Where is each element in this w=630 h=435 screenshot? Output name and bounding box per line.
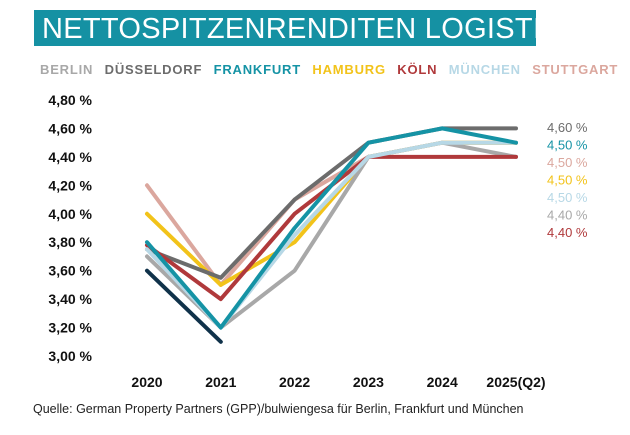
y-tick-label: 3,80 %	[48, 234, 92, 250]
legend-hamburg: HAMBURG	[312, 62, 386, 77]
end-value-label: 4,50 %	[547, 190, 588, 205]
x-tick-label: 2025(Q2)	[486, 374, 545, 390]
end-value-label: 4,40 %	[547, 208, 588, 223]
x-tick-label: 2020	[131, 374, 162, 390]
legend-stuttgart: STUTTGART	[532, 62, 619, 77]
x-tick-label: 2021	[205, 374, 236, 390]
y-tick-label: 3,40 %	[48, 291, 92, 307]
y-tick-label: 3,60 %	[48, 263, 92, 279]
title-bar: NETTOSPITZENRENDITEN LOGISTIK	[34, 10, 561, 46]
x-tick-label: 2024	[427, 374, 458, 390]
legend-frankfurt: FRANKFURT	[213, 62, 301, 77]
end-value-label: 4,50 %	[547, 155, 588, 170]
legend-muenchen: MÜNCHEN	[448, 62, 521, 77]
source-footnote: Quelle: German Property Partners (GPP)/b…	[33, 402, 524, 416]
y-tick-label: 4,20 %	[48, 177, 92, 193]
x-tick-label: 2022	[279, 374, 310, 390]
y-tick-label: 4,60 %	[48, 120, 92, 136]
y-tick-label: 4,80 %	[48, 92, 92, 108]
legend: BERLIN DÜSSELDORF FRANKFURT HAMBURG KÖLN…	[40, 62, 625, 77]
legend-berlin: BERLIN	[40, 62, 94, 77]
y-tick-label: 4,00 %	[48, 206, 92, 222]
series-line-frankfurt	[145, 126, 518, 330]
end-value-label: 4,40 %	[547, 225, 588, 240]
end-value-label: 4,50 %	[547, 138, 588, 153]
y-tick-label: 3,20 %	[48, 320, 92, 336]
end-value-label: 4,50 %	[547, 173, 588, 188]
chart-title: NETTOSPITZENRENDITEN LOGISTIK	[42, 13, 561, 45]
x-tick-label: 2023	[353, 374, 384, 390]
y-tick-label: 4,40 %	[48, 149, 92, 165]
y-tick-label: 3,00 %	[48, 348, 92, 364]
line-chart: 3,00 % 3,20 % 3,40 % 3,60 % 3,80 % 4,00 % 4,20…	[48, 92, 588, 390]
legend-koeln: KÖLN	[397, 62, 438, 77]
end-value-label: 4,60 %	[547, 120, 588, 135]
series-line-duesseldorf	[145, 126, 518, 280]
series-line-unlabeled	[145, 268, 223, 344]
legend-duesseldorf: DÜSSELDORF	[104, 62, 203, 77]
